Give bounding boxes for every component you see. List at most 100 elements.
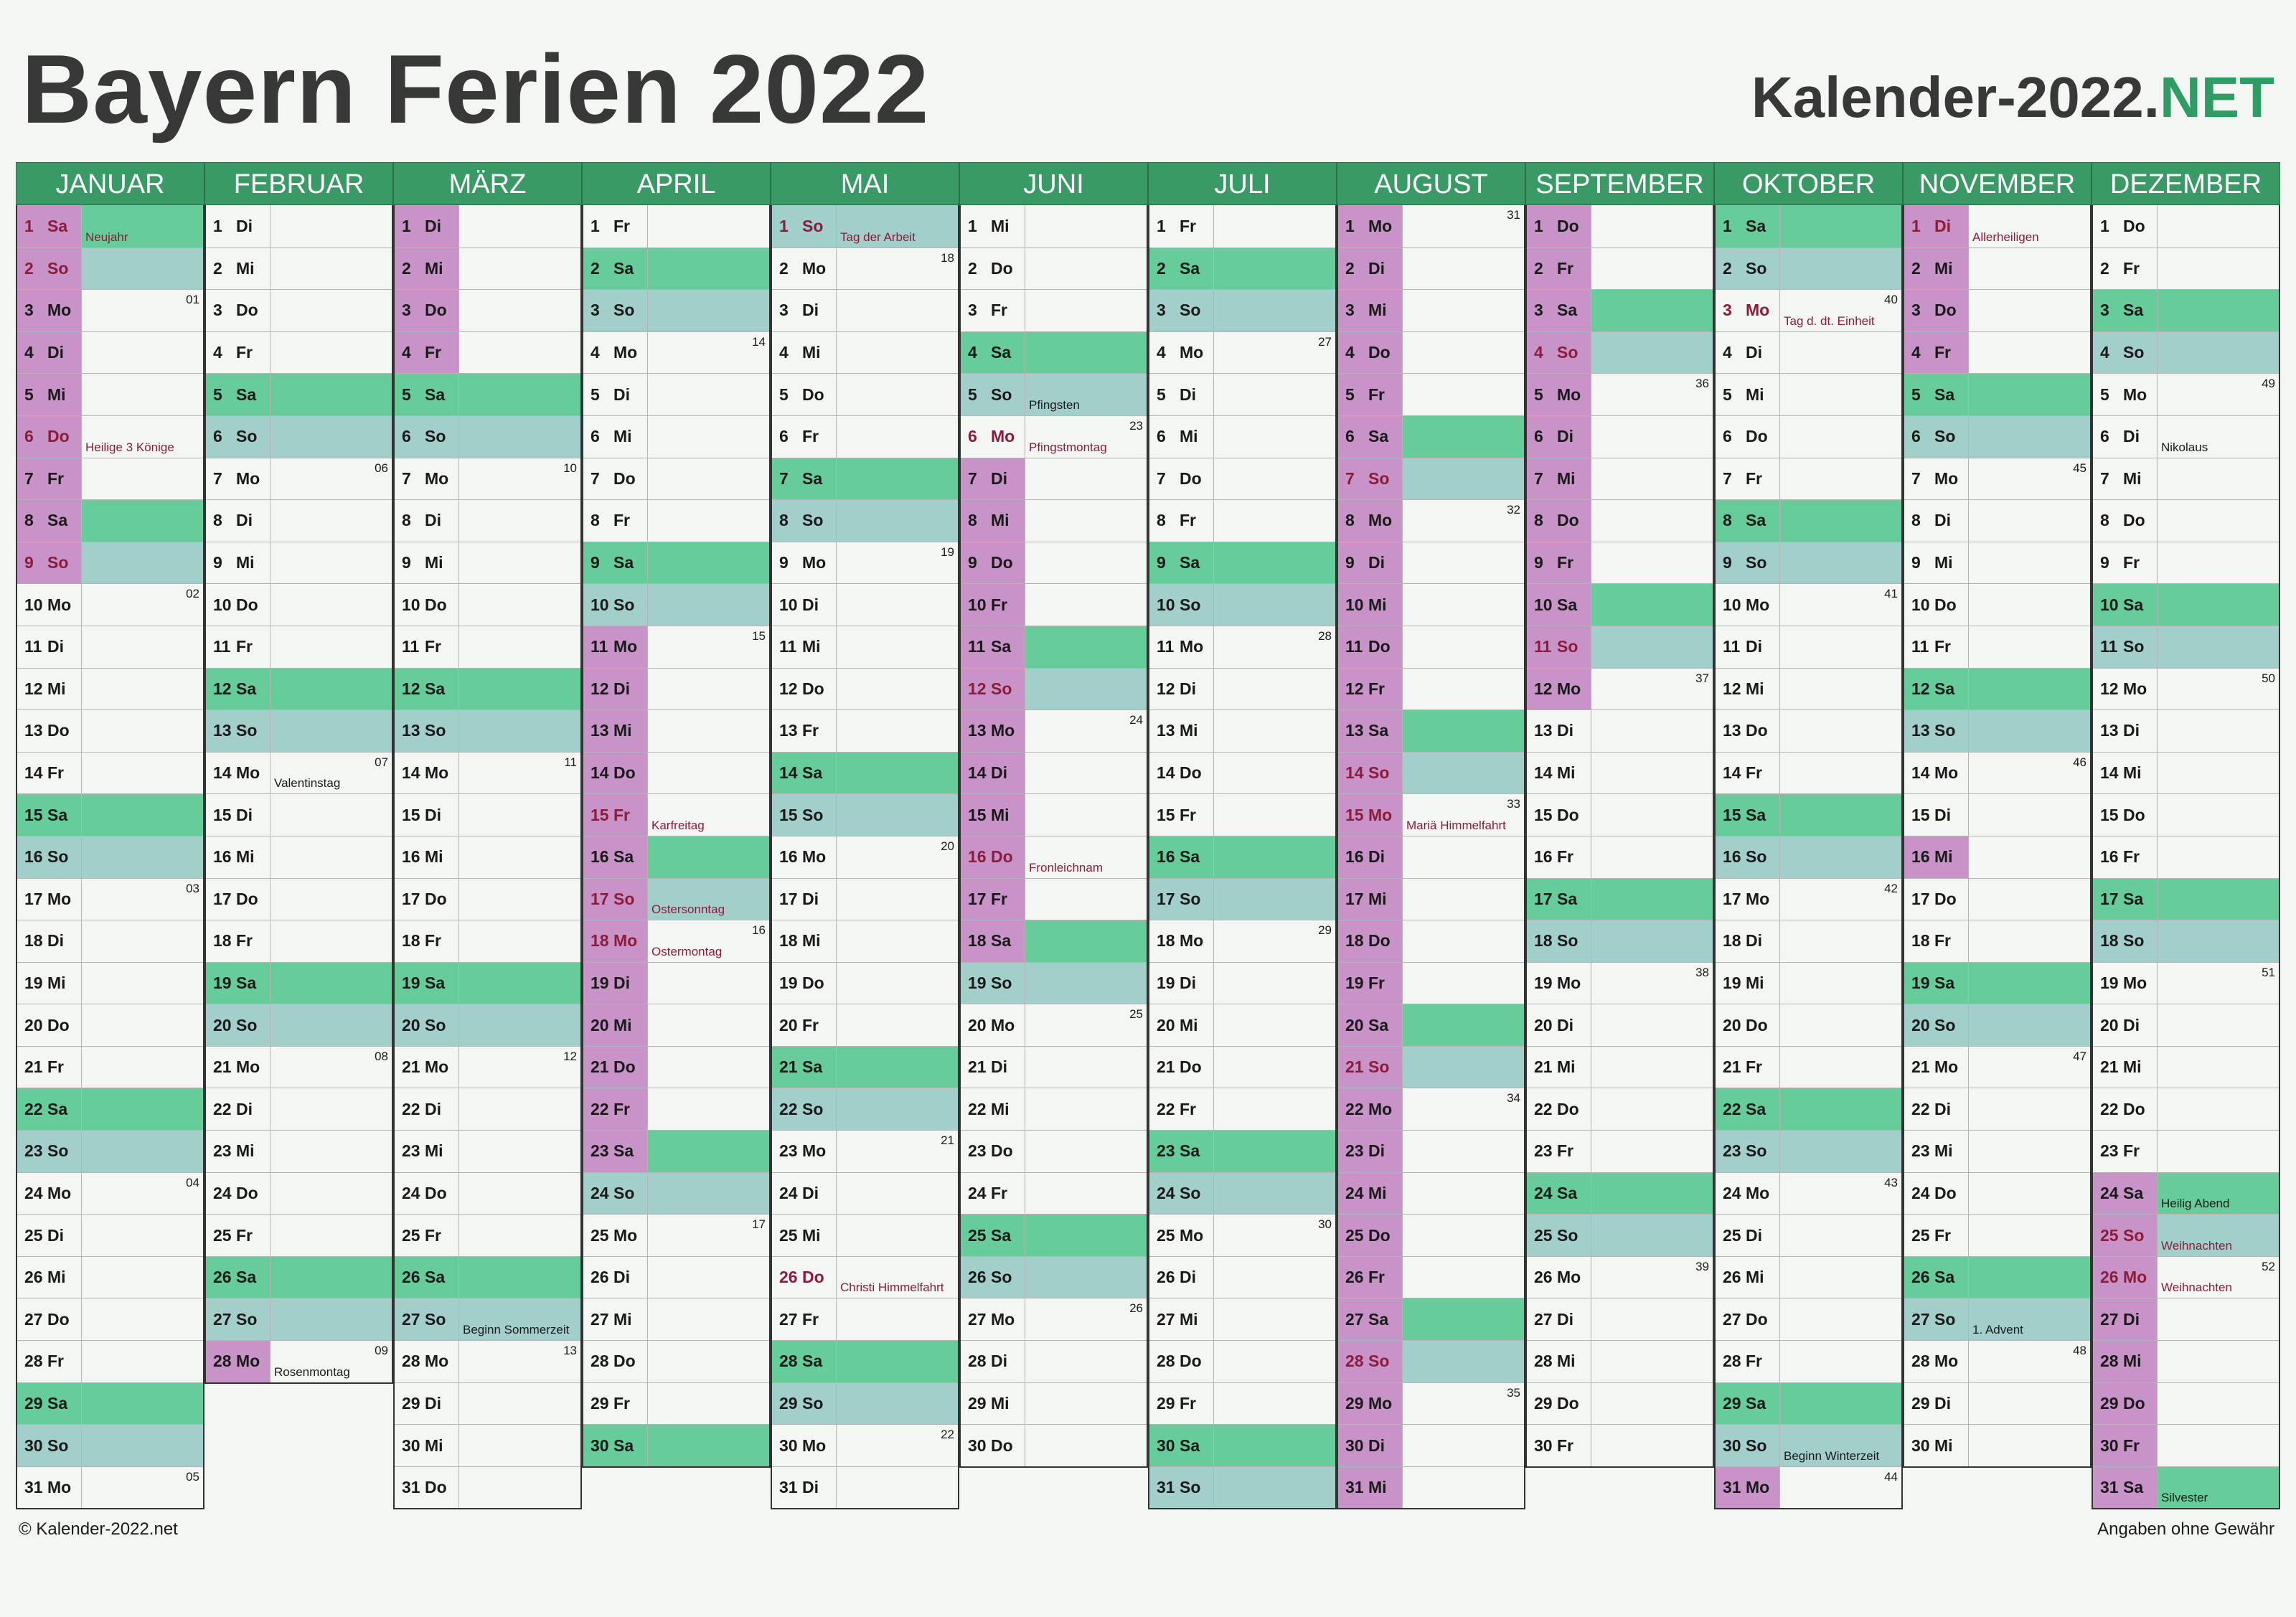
day-row[interactable]: 2 Fr <box>2093 247 2279 290</box>
day-row[interactable]: 5 Sa <box>1904 373 2090 415</box>
day-row[interactable]: 12 Fr <box>1338 667 1524 710</box>
day-row[interactable]: 26 Mo 39 <box>1527 1255 1713 1298</box>
day-row[interactable]: 15 Do <box>2093 793 2279 836</box>
day-row[interactable]: 2 Sa <box>583 247 769 290</box>
day-row[interactable]: 15 Do <box>1527 793 1713 836</box>
day-row[interactable]: 10 So <box>583 583 769 626</box>
day-row[interactable]: 3 Do <box>395 289 580 331</box>
day-row[interactable]: 4 Mi <box>772 331 958 374</box>
day-row[interactable]: 2 Mi <box>395 247 580 290</box>
day-row[interactable]: 4 Fr <box>206 331 392 374</box>
day-row[interactable]: 4 Di <box>1716 331 1901 374</box>
day-row[interactable]: 20 Do <box>17 1004 203 1046</box>
day-row[interactable]: 8 Di <box>1904 499 2090 542</box>
day-row[interactable]: 17 Do <box>1904 877 2090 920</box>
day-row[interactable]: 11 Fr <box>395 625 580 668</box>
day-row[interactable]: 14 Sa <box>772 751 958 794</box>
day-row[interactable]: 2 Di <box>1338 247 1524 290</box>
day-row[interactable]: 23 So <box>17 1130 203 1172</box>
day-row[interactable]: 19 Mo 51 <box>2093 961 2279 1004</box>
day-row[interactable]: 14 Di <box>961 751 1147 794</box>
day-row[interactable]: 15 Di <box>206 793 392 836</box>
day-row[interactable]: 17 So Ostersonntag <box>583 877 769 920</box>
day-row[interactable]: 6 So <box>206 415 392 458</box>
day-row[interactable]: 26 Sa <box>1904 1255 2090 1298</box>
day-row[interactable]: 30 Mi <box>1904 1424 2090 1466</box>
day-row[interactable]: 7 Do <box>1149 457 1335 500</box>
day-row[interactable]: 28 Fr <box>1716 1340 1901 1382</box>
day-row[interactable]: 6 Mi <box>583 415 769 458</box>
day-row[interactable]: 9 So <box>1716 541 1901 584</box>
day-row[interactable]: 28 Mo 48 <box>1904 1340 2090 1382</box>
day-row[interactable]: 31 Sa Silvester <box>2093 1466 2279 1509</box>
day-row[interactable]: 14 So <box>1338 751 1524 794</box>
day-row[interactable]: 18 Fr <box>206 920 392 962</box>
day-row[interactable]: 19 Sa <box>1904 961 2090 1004</box>
day-row[interactable]: 26 Di <box>583 1255 769 1298</box>
day-row[interactable]: 21 Mi <box>2093 1045 2279 1088</box>
day-row[interactable]: 25 Fr <box>206 1214 392 1256</box>
day-row[interactable]: 21 Mi <box>1527 1045 1713 1088</box>
day-row[interactable]: 11 So <box>2093 625 2279 668</box>
day-row[interactable]: 26 So <box>961 1255 1147 1298</box>
day-row[interactable]: 22 Sa <box>17 1088 203 1131</box>
day-row[interactable]: 13 So <box>206 710 392 752</box>
day-row[interactable]: 7 Sa <box>772 457 958 500</box>
day-row[interactable]: 27 Mi <box>583 1298 769 1341</box>
day-row[interactable]: 10 Fr <box>961 583 1147 626</box>
day-row[interactable]: 30 Mo 22 <box>772 1424 958 1466</box>
day-row[interactable]: 3 Sa <box>2093 289 2279 331</box>
day-row[interactable]: 30 So Beginn Winterzeit <box>1716 1424 1901 1466</box>
day-row[interactable]: 1 Fr <box>583 205 769 248</box>
day-row[interactable]: 28 Di <box>961 1340 1147 1382</box>
day-row[interactable]: 23 Fr <box>2093 1130 2279 1172</box>
day-row[interactable]: 28 Do <box>1149 1340 1335 1382</box>
day-row[interactable]: 25 Sa <box>961 1214 1147 1256</box>
day-row[interactable]: 9 Mo 19 <box>772 541 958 584</box>
day-row[interactable]: 12 So <box>961 667 1147 710</box>
day-row[interactable]: 18 So <box>1527 920 1713 962</box>
brand-logo[interactable]: Kalender-2022.NET <box>1751 69 2274 126</box>
day-row[interactable]: 29 Do <box>1527 1382 1713 1425</box>
day-row[interactable]: 21 Sa <box>772 1045 958 1088</box>
day-row[interactable]: 14 Do <box>1149 751 1335 794</box>
day-row[interactable]: 14 Mi <box>1527 751 1713 794</box>
day-row[interactable]: 8 Di <box>206 499 392 542</box>
day-row[interactable]: 13 Mo 24 <box>961 710 1147 752</box>
day-row[interactable]: 27 So Beginn Sommerzeit <box>395 1298 580 1341</box>
day-row[interactable]: 4 So <box>1527 331 1713 374</box>
day-row[interactable]: 18 So <box>2093 920 2279 962</box>
day-row[interactable]: 11 Di <box>1716 625 1901 668</box>
day-row[interactable]: 22 Mi <box>961 1088 1147 1131</box>
day-row[interactable]: 5 Mo 49 <box>2093 373 2279 415</box>
day-row[interactable]: 27 Mo 26 <box>961 1298 1147 1341</box>
day-row[interactable]: 4 Di <box>17 331 203 374</box>
day-row[interactable]: 20 So <box>395 1004 580 1046</box>
day-row[interactable]: 21 Do <box>1149 1045 1335 1088</box>
day-row[interactable]: 3 Di <box>772 289 958 331</box>
day-row[interactable]: 5 Mo 36 <box>1527 373 1713 415</box>
day-row[interactable]: 30 Fr <box>2093 1424 2279 1466</box>
day-row[interactable]: 27 Di <box>1527 1298 1713 1341</box>
day-row[interactable]: 29 Sa <box>1716 1382 1901 1425</box>
day-row[interactable]: 23 Fr <box>1527 1130 1713 1172</box>
day-row[interactable]: 17 Di <box>772 877 958 920</box>
day-row[interactable]: 15 Mi <box>961 793 1147 836</box>
day-row[interactable]: 23 Mi <box>206 1130 392 1172</box>
day-row[interactable]: 10 Mo 41 <box>1716 583 1901 626</box>
day-row[interactable]: 19 Sa <box>206 961 392 1004</box>
day-row[interactable]: 12 Mo 50 <box>2093 667 2279 710</box>
day-row[interactable]: 22 Sa <box>1716 1088 1901 1131</box>
day-row[interactable]: 24 Mi <box>1338 1172 1524 1215</box>
day-row[interactable]: 27 So <box>206 1298 392 1341</box>
day-row[interactable]: 2 So <box>1716 247 1901 290</box>
day-row[interactable]: 16 Fr <box>2093 835 2279 878</box>
day-row[interactable]: 17 Mo 03 <box>17 877 203 920</box>
day-row[interactable]: 16 Di <box>1338 835 1524 878</box>
day-row[interactable]: 7 Mo 45 <box>1904 457 2090 500</box>
day-row[interactable]: 23 Di <box>1338 1130 1524 1172</box>
day-row[interactable]: 20 So <box>206 1004 392 1046</box>
day-row[interactable]: 12 Sa <box>206 667 392 710</box>
day-row[interactable]: 8 Do <box>2093 499 2279 542</box>
day-row[interactable]: 31 Mo 44 <box>1716 1466 1901 1509</box>
